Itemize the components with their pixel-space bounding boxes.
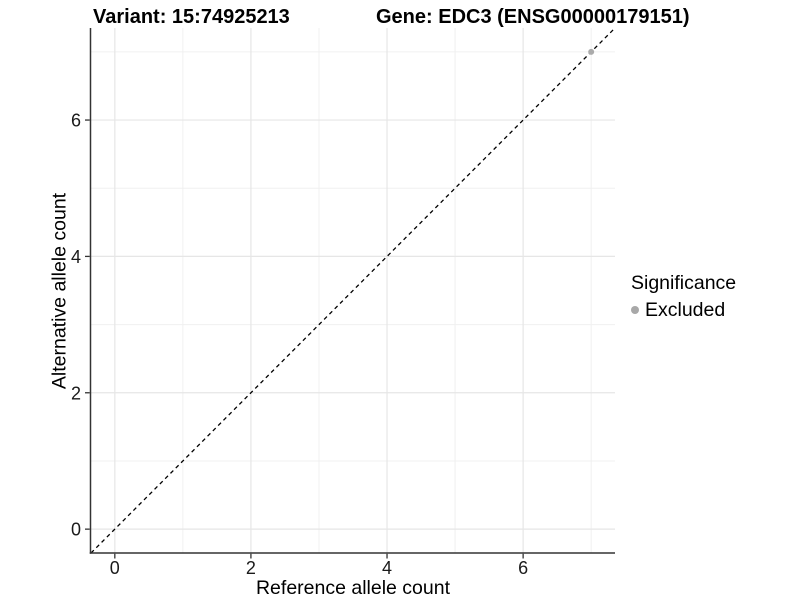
variant-title: Variant: 15:74925213 — [93, 6, 290, 28]
identity-line — [90, 27, 616, 554]
gene-title: Gene: EDC3 (ENSG00000179151) — [376, 6, 690, 28]
legend-title: Significance — [631, 272, 737, 294]
data-point-excluded — [588, 48, 595, 55]
x-tick-label: 6 — [518, 558, 528, 578]
x-tick-label: 0 — [110, 558, 120, 578]
legend-item-excluded: Excluded — [631, 298, 736, 322]
x-axis-label: Reference allele count — [255, 577, 451, 599]
x-tick-label: 4 — [382, 558, 392, 578]
y-tick-label: 0 — [71, 520, 81, 540]
y-tick-label: 2 — [71, 383, 81, 403]
x-tick-label: 2 — [246, 558, 256, 578]
y-axis-label: Alternative allele count — [48, 192, 71, 390]
legend: Significance Excluded — [631, 272, 736, 322]
legend-item-label: Excluded — [645, 298, 726, 321]
y-tick-label: 6 — [71, 111, 81, 131]
y-tick-label: 4 — [71, 247, 81, 267]
excluded-dot-icon — [631, 306, 639, 314]
